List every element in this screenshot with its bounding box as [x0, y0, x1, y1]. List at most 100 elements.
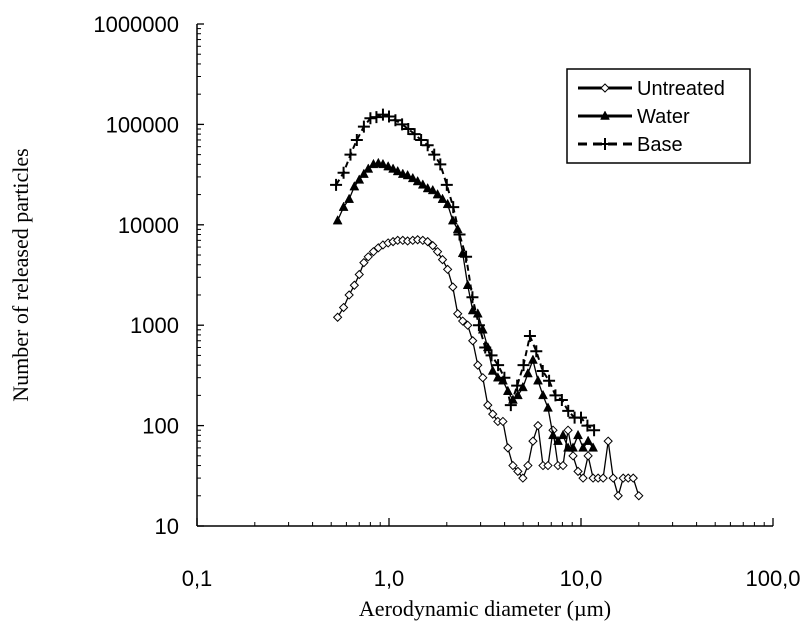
data-point	[332, 312, 343, 322]
legend-marker	[599, 138, 611, 150]
data-point	[407, 172, 418, 183]
data-point	[536, 364, 549, 377]
data-point	[512, 389, 523, 400]
data-point	[463, 320, 473, 330]
data-point	[453, 228, 466, 241]
legend-marker	[600, 83, 610, 93]
data-point	[408, 128, 421, 141]
series-line	[337, 239, 640, 499]
data-point	[528, 436, 538, 446]
series-layer	[330, 108, 644, 501]
series-line	[337, 162, 594, 450]
data-point	[517, 359, 530, 372]
data-point	[388, 163, 398, 173]
data-point	[479, 341, 492, 354]
data-point	[359, 257, 369, 268]
series-base	[330, 108, 601, 437]
data-point	[492, 359, 505, 372]
data-point	[558, 460, 568, 471]
data-point	[460, 250, 473, 263]
y-axis-ticks	[197, 23, 204, 527]
data-point	[498, 416, 508, 427]
data-point	[344, 193, 355, 203]
data-point	[364, 112, 377, 125]
data-point	[528, 354, 538, 364]
legend-box	[566, 68, 751, 164]
data-point	[338, 201, 349, 211]
data-point	[523, 330, 536, 343]
data-point	[553, 435, 563, 445]
data-point	[563, 425, 573, 435]
data-point	[383, 161, 394, 171]
data-point	[508, 460, 518, 471]
y-tick-label: 1000	[130, 313, 179, 338]
data-point	[453, 309, 463, 319]
data-point	[533, 420, 543, 431]
data-point	[358, 168, 369, 178]
legend-label: Water	[637, 106, 690, 128]
data-point	[376, 108, 389, 121]
data-point	[583, 451, 593, 461]
x-tick-label: 1,0	[374, 566, 405, 591]
data-point	[332, 215, 343, 225]
data-point	[533, 375, 543, 385]
data-point	[349, 181, 360, 191]
data-point	[581, 419, 594, 432]
legend-item-untreated: Untreated	[578, 78, 725, 100]
data-point	[583, 435, 594, 445]
data-point	[568, 451, 578, 461]
data-point	[434, 158, 447, 171]
legend-marker	[600, 110, 610, 120]
data-point	[518, 473, 528, 483]
data-point	[354, 174, 365, 184]
data-point	[437, 193, 448, 203]
data-point	[588, 442, 599, 452]
data-point	[432, 189, 443, 199]
data-point	[558, 429, 568, 440]
data-point	[522, 368, 533, 378]
data-point	[530, 345, 543, 358]
data-point	[568, 442, 578, 452]
y-tick-label: 100000	[106, 112, 179, 137]
data-point	[344, 290, 354, 300]
data-point	[487, 365, 498, 375]
data-point	[466, 291, 479, 304]
data-point	[402, 169, 413, 180]
data-point	[368, 246, 379, 257]
data-point	[344, 148, 357, 161]
data-point	[338, 302, 349, 313]
data-point	[412, 175, 423, 186]
y-tick-label: 10	[155, 514, 179, 539]
y-tick-label: 1000000	[93, 12, 179, 37]
data-point	[503, 443, 513, 453]
data-point	[468, 336, 478, 346]
data-point	[613, 491, 623, 501]
data-point	[417, 179, 428, 189]
series-untreated	[332, 235, 644, 501]
legend-item-base: Base	[578, 134, 683, 156]
data-point	[504, 399, 517, 412]
data-point	[402, 122, 415, 135]
data-point	[437, 254, 448, 265]
data-point	[392, 165, 403, 176]
data-point	[370, 111, 383, 124]
data-point	[421, 139, 434, 152]
data-point	[578, 473, 588, 483]
data-point	[562, 404, 575, 417]
data-point	[472, 319, 485, 332]
data-point	[603, 436, 613, 446]
data-point	[543, 460, 553, 471]
series-water	[332, 157, 599, 452]
data-point	[349, 280, 360, 290]
data-point	[628, 473, 638, 483]
legend-items: Untreated Water Base	[578, 78, 725, 156]
data-point	[634, 491, 644, 501]
x-tick-label: 10,0	[560, 566, 603, 591]
data-point	[575, 411, 587, 424]
data-point	[513, 466, 523, 477]
x-tick-label: 0,1	[182, 566, 213, 591]
legend: Untreated Water Base	[566, 68, 751, 164]
data-point	[378, 158, 388, 169]
data-point	[422, 236, 433, 247]
